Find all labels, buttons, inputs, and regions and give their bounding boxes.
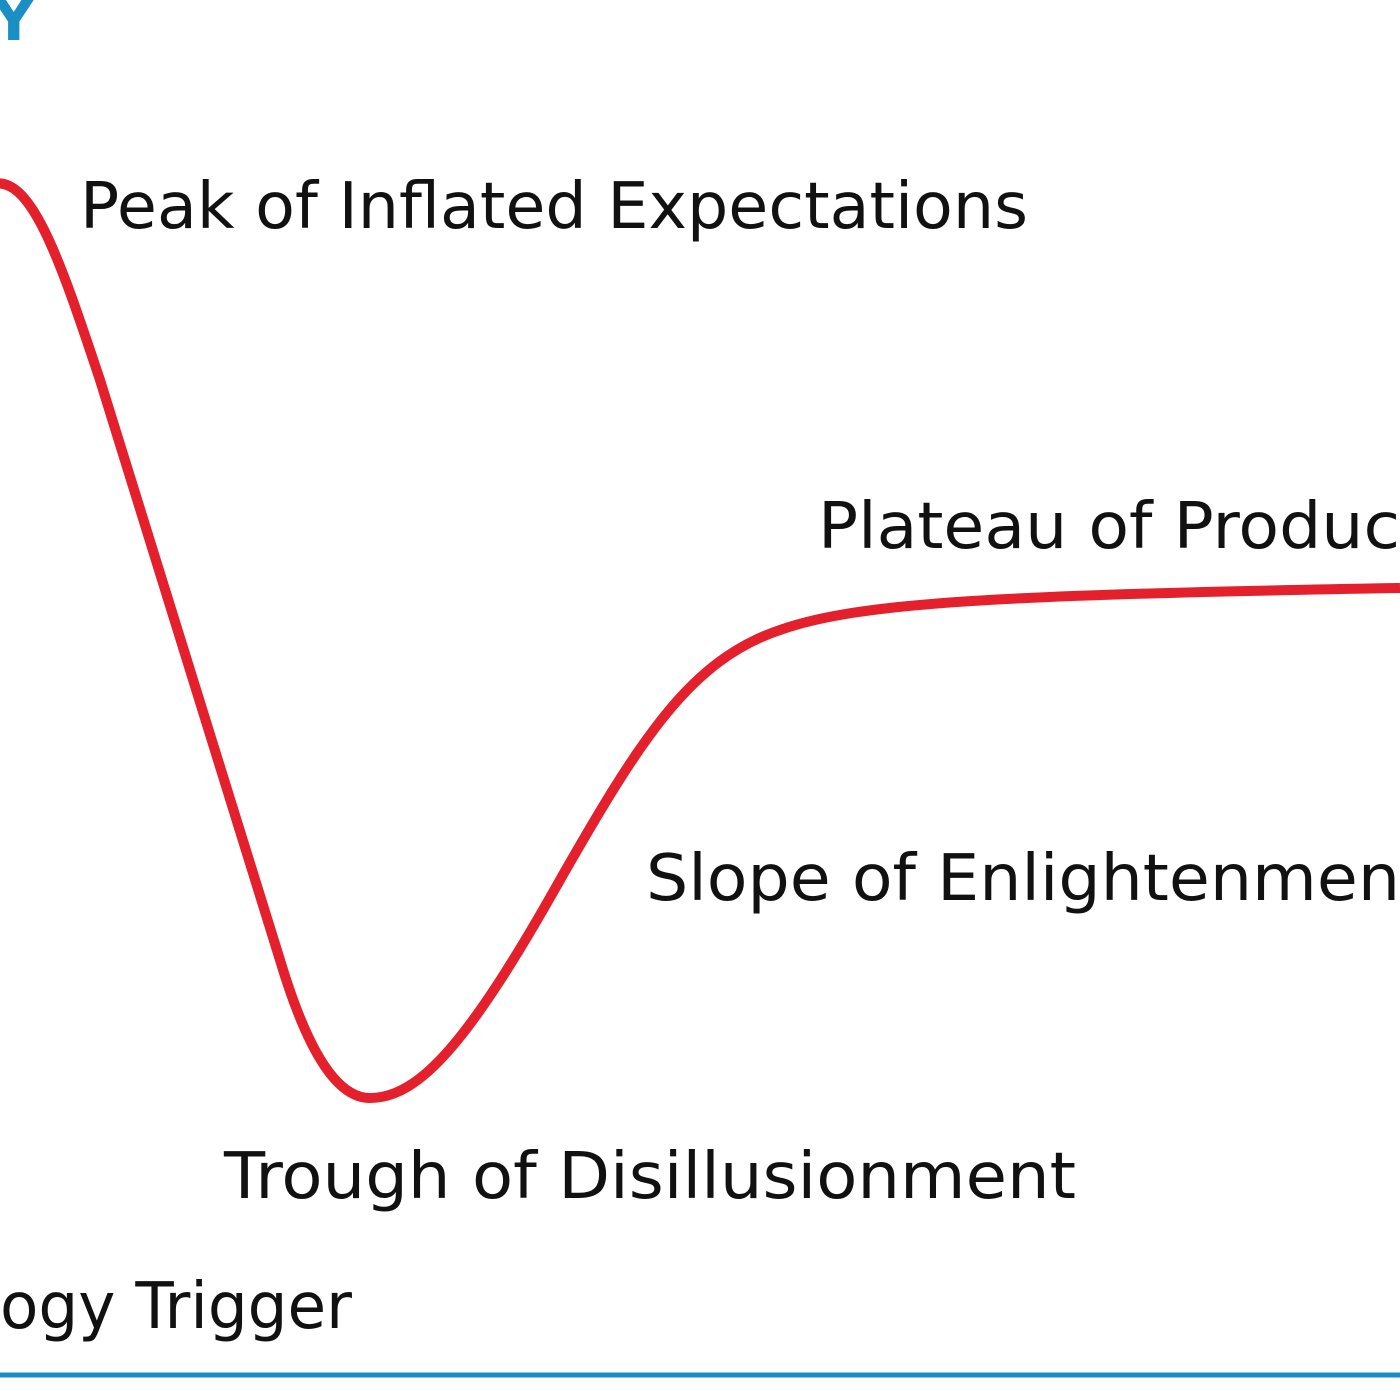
trough-label: Trough of Disillusionment [223,1140,1076,1214]
slope-label: Slope of Enlightenmen [646,842,1400,916]
hype-curve [0,178,1400,1103]
trigger-label: ogy Trigger [0,1270,353,1344]
title-fragment: Y [0,0,37,55]
plateau-label: Plateau of Produc [818,490,1400,564]
peak-label: Peak of Inflated Expectations [80,170,1028,244]
